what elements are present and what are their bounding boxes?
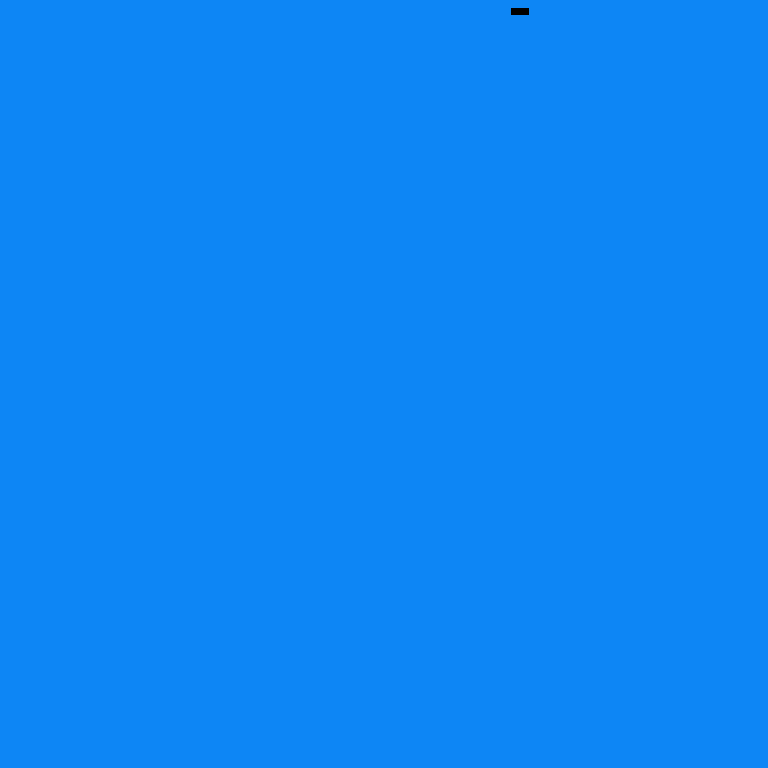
color-scale-legend: [0, 705, 768, 768]
forecast-time-label: [8, 31, 11, 58]
color-scale-ticks: [0, 705, 768, 727]
model-run-banner: [511, 8, 529, 15]
